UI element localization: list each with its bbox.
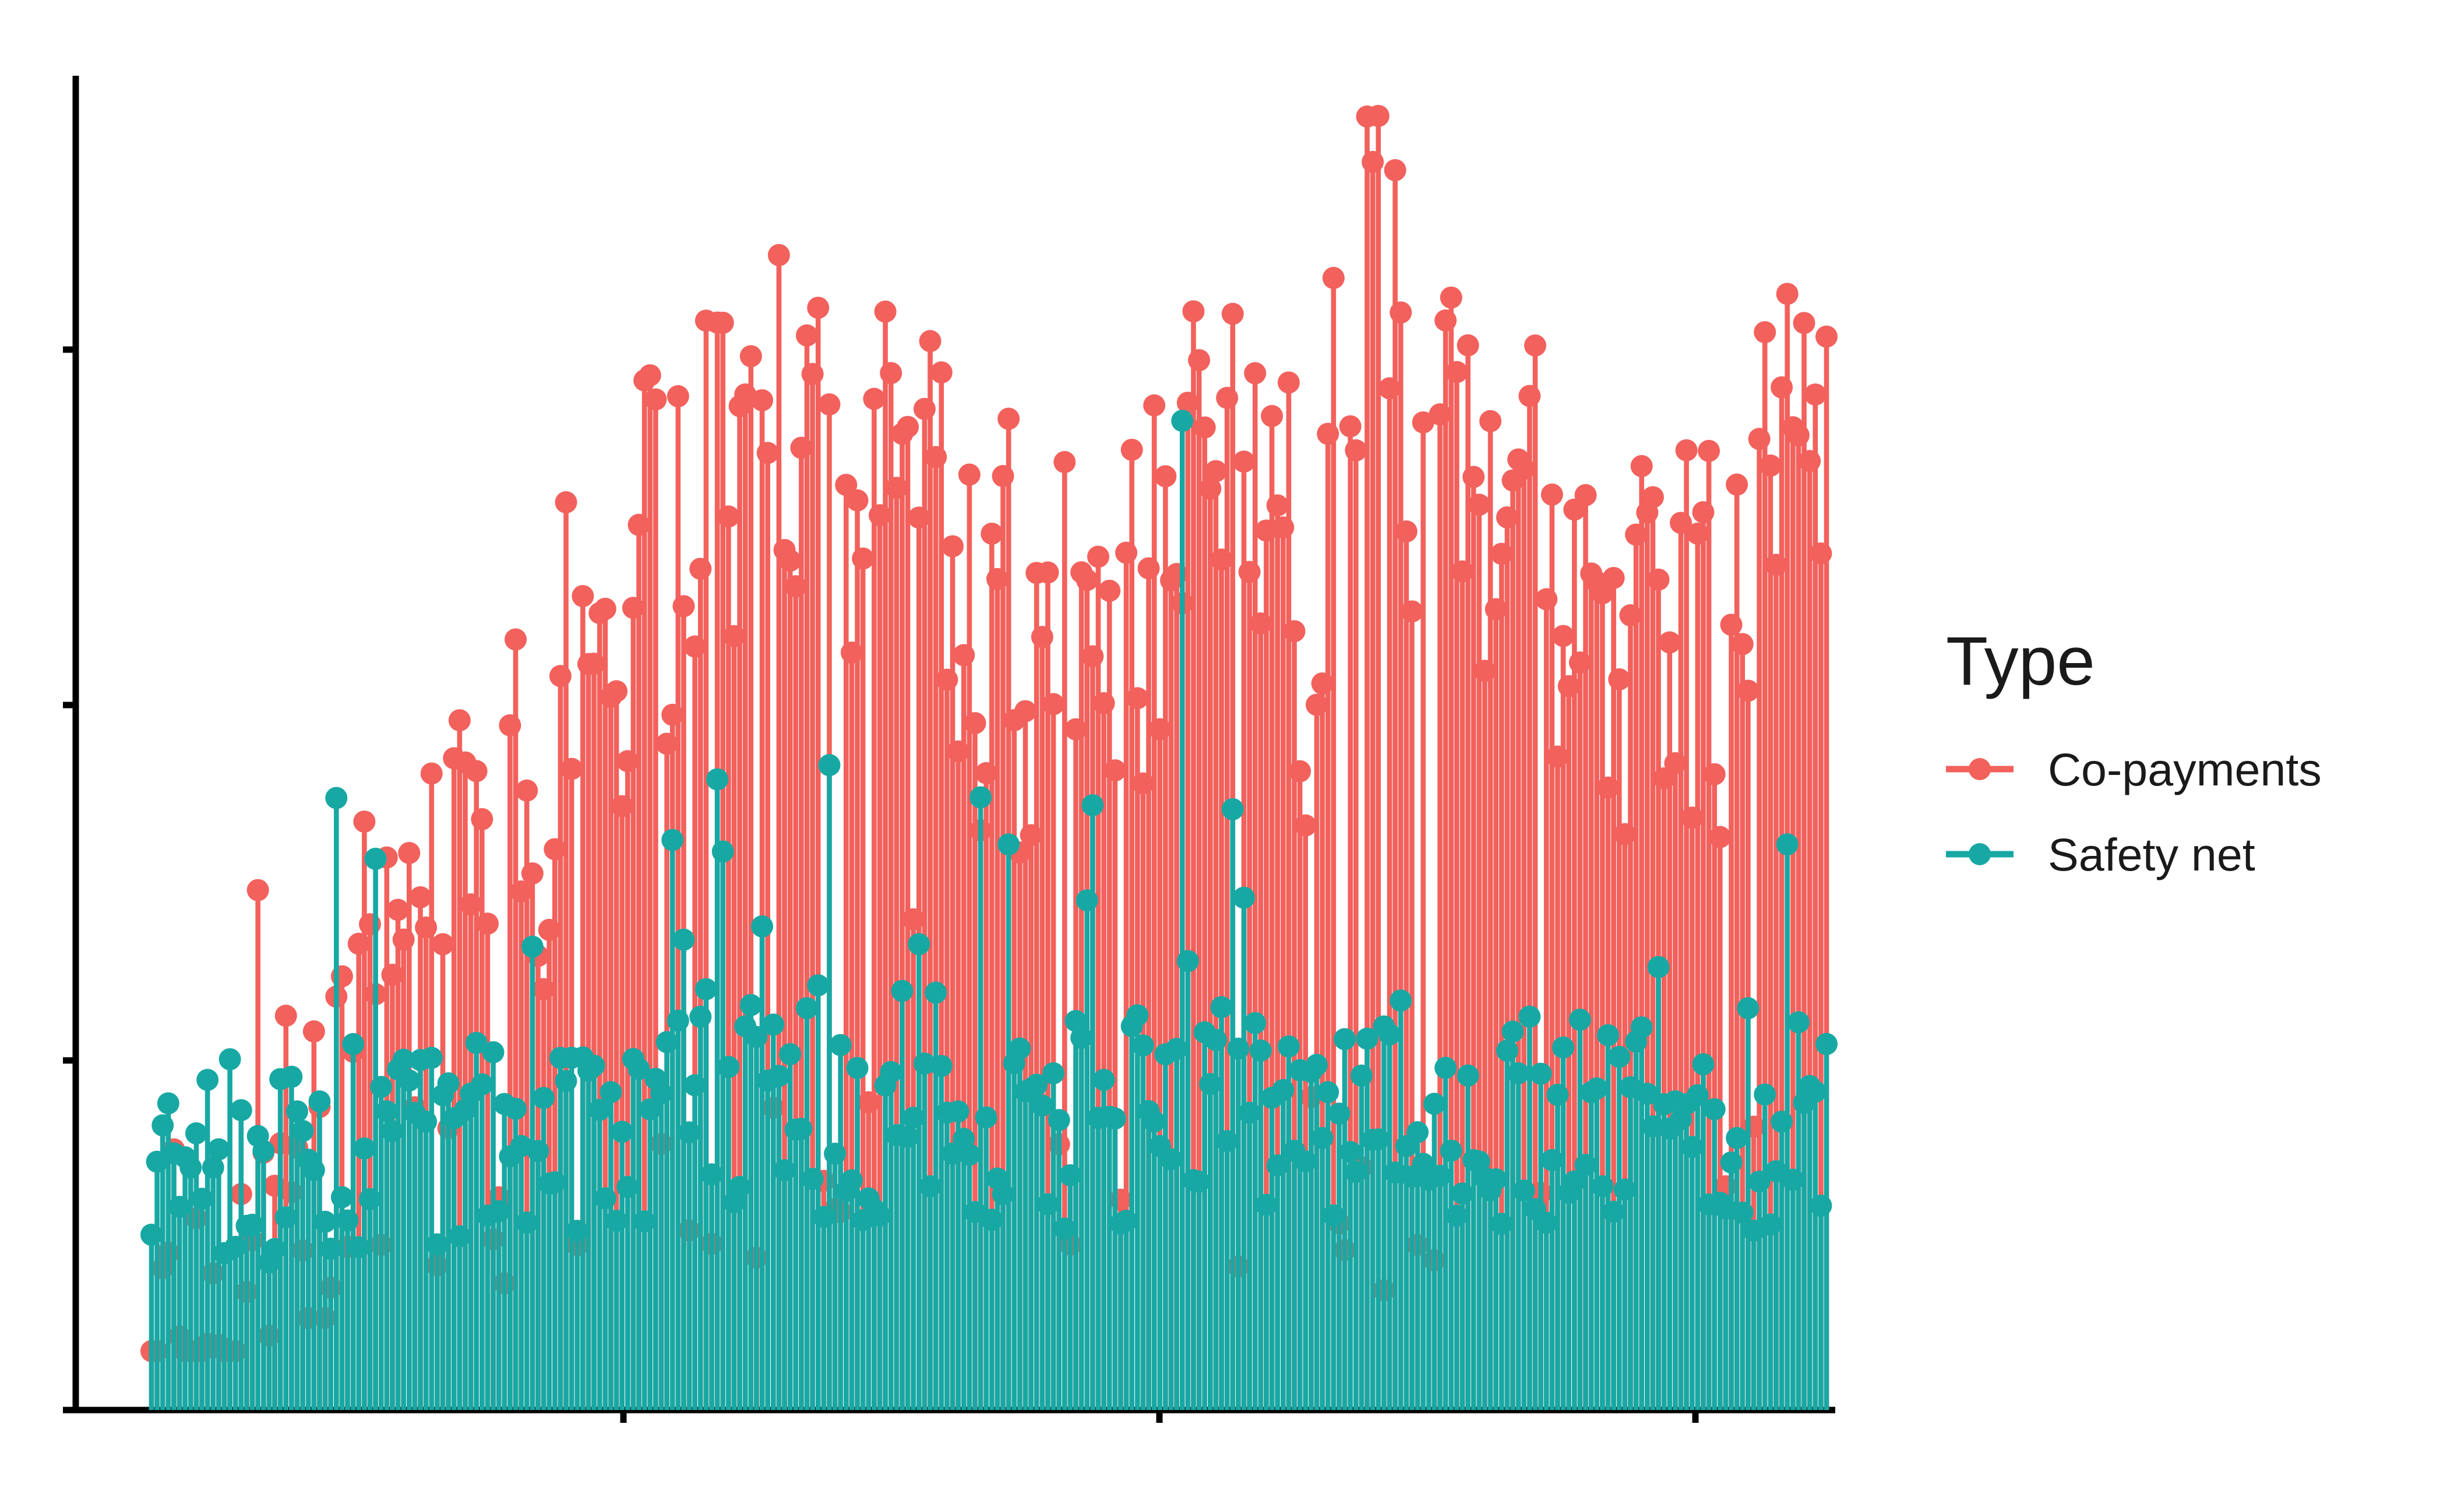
svg-text:Co-payments: Co-payments: [2048, 743, 2322, 795]
svg-text:Safety net: Safety net: [2048, 829, 2255, 880]
svg-text:Type: Type: [1946, 623, 2095, 700]
